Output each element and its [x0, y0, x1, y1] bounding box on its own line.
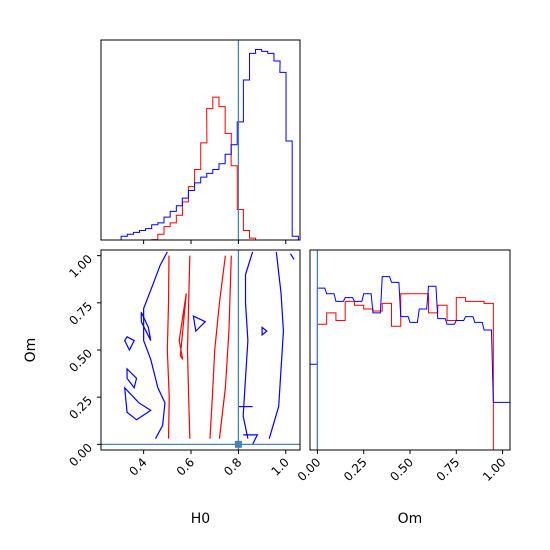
contour-ytick-label-4: 0.75: [66, 299, 95, 328]
contour-blue-island-6: [261, 326, 268, 337]
contour-truth-marker: [234, 440, 242, 448]
contour-blue-island-4: [140, 312, 152, 341]
h0-om-contour-panel: 0.4 0.6 0.8 1.0 0.00 0.25 0.50 0.75 1.00 H0 Om: [23, 249, 301, 527]
om-hist-xtick-label-2: 0.25: [341, 455, 370, 484]
contour-blue-line-1: [143, 251, 168, 439]
contour-xtick-label-3: 0.8: [221, 455, 244, 478]
contour-ytick-label-2: 0.25: [66, 393, 95, 422]
h0-axis-label: H0: [191, 511, 210, 527]
om-hist-xtick-label-3: 0.50: [387, 455, 416, 484]
om-hist-xtick-label-1: 0.00: [295, 455, 324, 484]
om-hist-frame: [309, 249, 511, 451]
contour-blue-line-2: [242, 251, 254, 439]
om-hist-xtick-label-5: 1.00: [480, 455, 509, 484]
contour-ytick-label-3: 0.50: [66, 346, 95, 375]
om-axis-label-bottom: Om: [398, 511, 423, 527]
contour-xtick-label-4: 1.0: [269, 455, 292, 478]
contour-red-line-2: [186, 255, 191, 439]
om-hist-xtick-label-4: 0.75: [434, 455, 463, 484]
contour-red-line-3: [209, 255, 226, 439]
contour-blue-island-9: [290, 253, 295, 260]
contour-xtick-label-2: 0.6: [174, 455, 197, 478]
contour-blue-island-2: [124, 336, 135, 352]
contour-xtick-label-1: 0.4: [126, 455, 149, 478]
om-hist-series-1: [316, 293, 503, 451]
contour-lines: [123, 251, 295, 445]
contour-ytick-label-1: 0.00: [66, 441, 95, 470]
h0-hist-frame: [100, 39, 301, 241]
contour-ytick-label-5: 1.00: [66, 252, 95, 281]
om-axis-label-left: Om: [23, 338, 39, 363]
contour-frame: [100, 249, 301, 451]
h0-hist-series-1: [151, 96, 287, 241]
om-histogram-panel: 0.00 0.25 0.50 0.75 1.00 Om: [295, 249, 511, 527]
contour-red-island-1: [178, 293, 187, 360]
contour-blue-island-8: [243, 434, 259, 445]
contour-blue-island-1: [123, 386, 152, 421]
om-hist-series-2: [309, 276, 511, 450]
contour-blue-island-5: [192, 315, 207, 333]
h0-hist-series-2: [120, 49, 299, 240]
contour-red-line-4: [218, 255, 232, 439]
contour-red-line-1: [166, 255, 170, 439]
h0-histogram-panel: [100, 39, 301, 244]
contour-blue-line-3: [268, 251, 285, 439]
contour-blue-island-3: [126, 367, 138, 390]
